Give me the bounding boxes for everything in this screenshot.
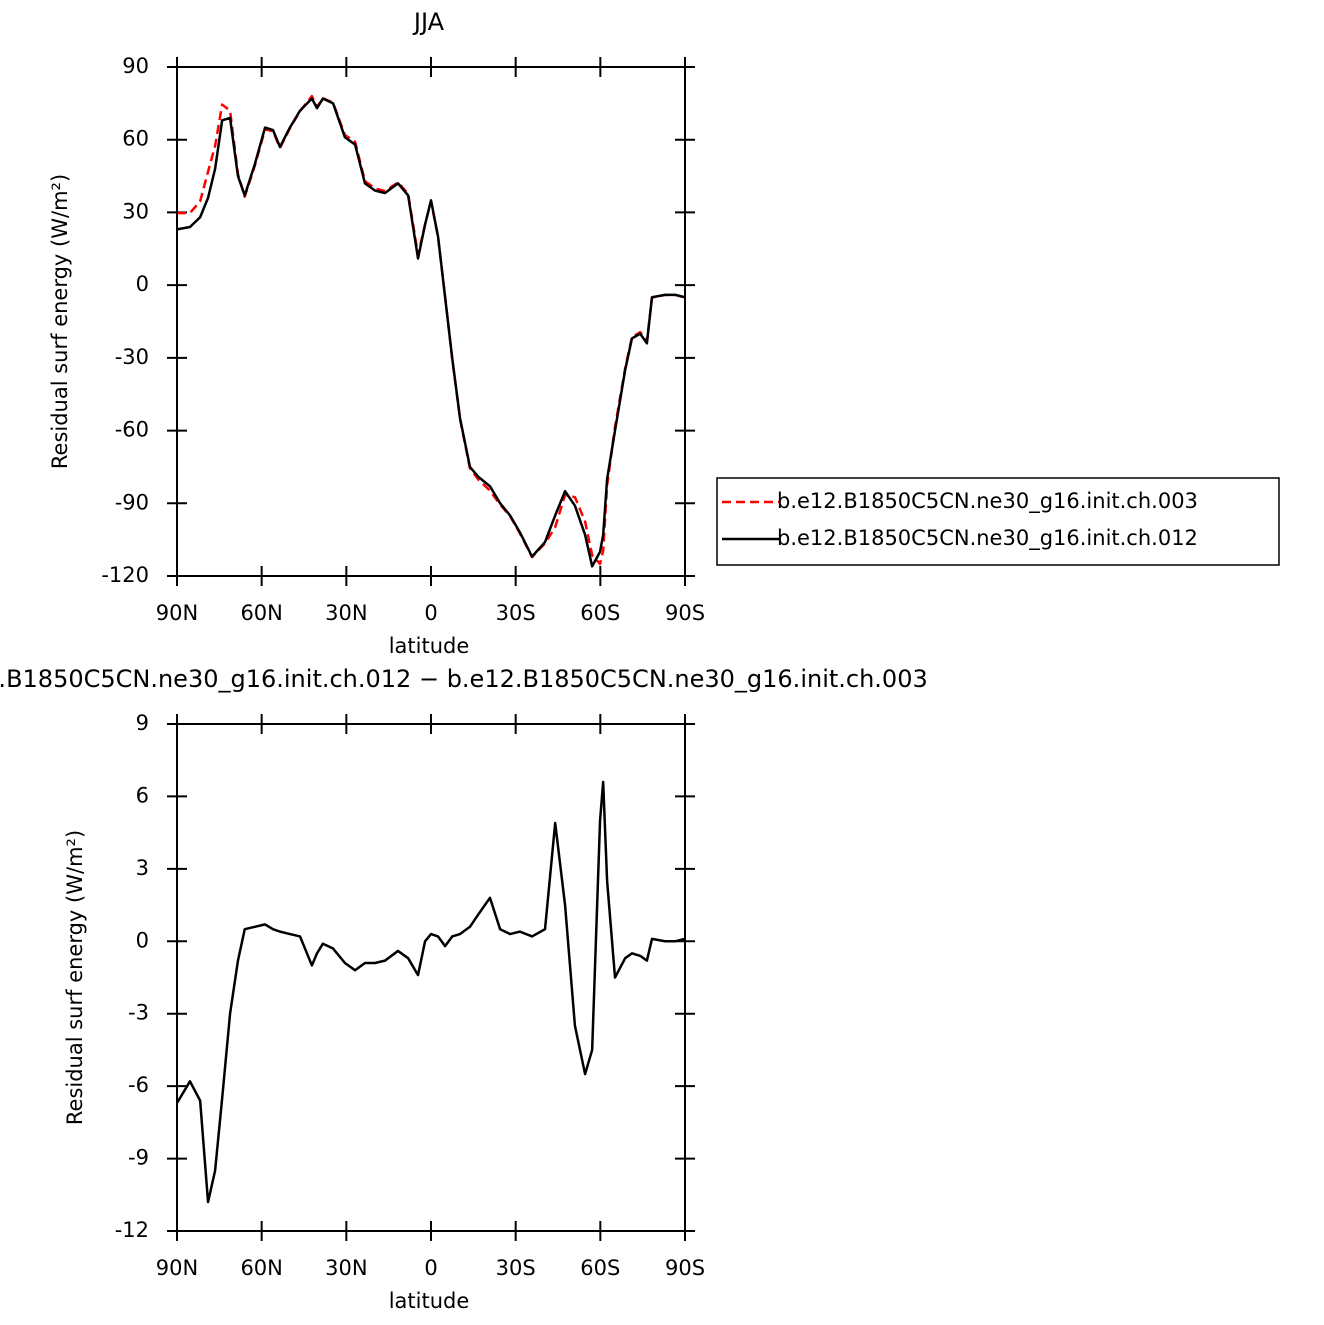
y-tick-label: -6 — [128, 1073, 149, 1097]
x-tick-label: 30S — [496, 601, 536, 625]
x-tick-label: 90N — [156, 601, 198, 625]
y-tick-label: 0 — [136, 272, 149, 296]
plot-frame — [176, 66, 686, 577]
y-tick-label: 90 — [122, 54, 149, 78]
x-tick-label: 30S — [496, 1256, 536, 1280]
y-tick-label: 30 — [122, 199, 149, 223]
y-tick-label: -9 — [128, 1146, 149, 1170]
x-tick-label: 60S — [580, 1256, 620, 1280]
x-tick-label: 90S — [665, 1256, 705, 1280]
y-tick-label: -3 — [128, 1001, 149, 1025]
y-tick-label: -120 — [101, 563, 149, 587]
y-tick-label: 9 — [136, 711, 149, 735]
x-tick-label: 30N — [325, 1256, 367, 1280]
data-line — [175, 780, 686, 1204]
chart-title: JJA — [412, 8, 445, 36]
legend-box — [716, 477, 1280, 566]
legend-label: b.e12.B1850C5CN.ne30_g16.init.ch.012 — [777, 526, 1198, 551]
y-tick-label: -90 — [115, 490, 149, 514]
y-axis-label: Residual surf energy (W/m²) — [48, 174, 72, 469]
chart-title: b.e12.B1850C5CN.ne30_g16.init.ch.012 − b… — [0, 665, 928, 693]
y-tick-label: 60 — [122, 127, 149, 151]
x-tick-label: 90N — [156, 1256, 198, 1280]
plot-frame — [176, 723, 686, 1232]
x-tick-label: 60S — [580, 601, 620, 625]
x-tick-label: 90S — [665, 601, 705, 625]
x-tick-label: 0 — [424, 601, 437, 625]
x-tick-label: 60N — [240, 1256, 282, 1280]
y-tick-label: 3 — [136, 856, 149, 880]
x-tick-label: 60N — [240, 601, 282, 625]
x-axis-label: latitude — [389, 634, 470, 658]
y-axis-label: Residual surf energy (W/m²) — [63, 830, 87, 1125]
y-tick-label: 0 — [136, 928, 149, 952]
y-tick-label: 6 — [136, 783, 149, 807]
x-tick-label: 30N — [325, 601, 367, 625]
data-line — [176, 97, 686, 568]
y-tick-label: -12 — [115, 1218, 149, 1242]
x-tick-label: 0 — [424, 1256, 437, 1280]
legend-label: b.e12.B1850C5CN.ne30_g16.init.ch.003 — [777, 489, 1198, 514]
y-tick-label: -60 — [115, 418, 149, 442]
x-axis-label: latitude — [389, 1289, 470, 1313]
y-tick-label: -30 — [115, 345, 149, 369]
